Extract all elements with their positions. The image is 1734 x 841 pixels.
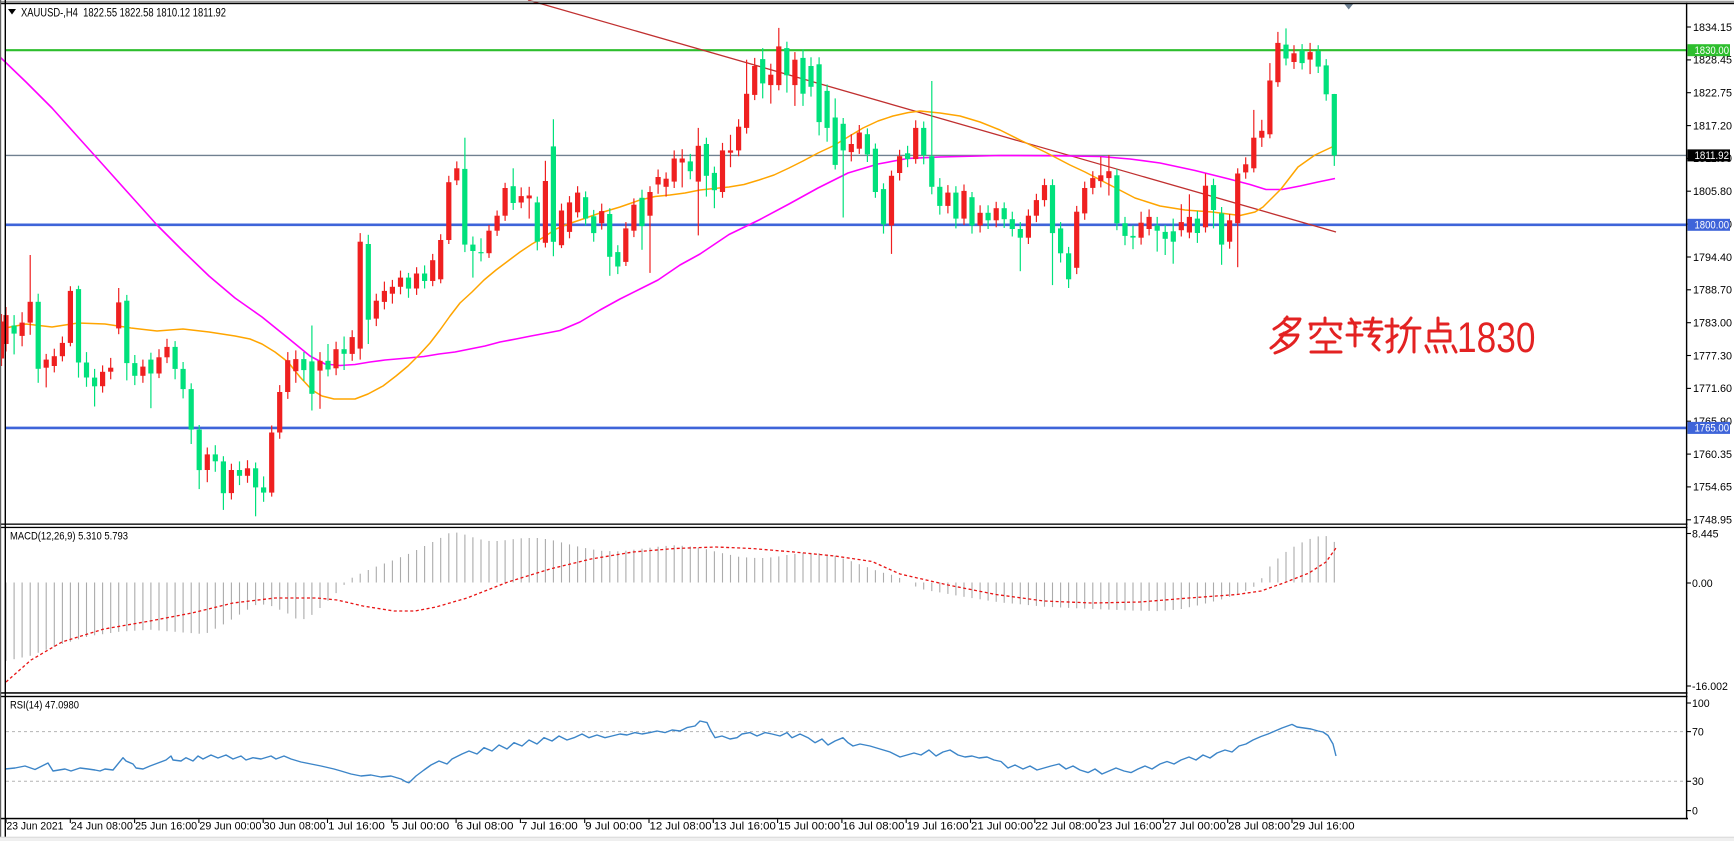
svg-text:1765.00: 1765.00 — [1695, 423, 1730, 435]
svg-text:0: 0 — [1692, 805, 1698, 817]
svg-text:15 Jul 00:00: 15 Jul 00:00 — [778, 821, 840, 833]
svg-text:16 Jul 08:00: 16 Jul 08:00 — [842, 821, 904, 833]
svg-text:1817.20: 1817.20 — [1693, 120, 1732, 132]
svg-text:0.00: 0.00 — [1692, 578, 1713, 590]
svg-text:100: 100 — [1692, 698, 1710, 710]
svg-text:1754.65: 1754.65 — [1693, 482, 1732, 494]
svg-text:21 Jul 00:00: 21 Jul 00:00 — [971, 821, 1033, 833]
svg-text:1830: 1830 — [1457, 314, 1535, 362]
svg-text:1 Jul 16:00: 1 Jul 16:00 — [328, 821, 385, 833]
svg-text:1794.40: 1794.40 — [1693, 252, 1732, 264]
svg-text:12 Jul 08:00: 12 Jul 08:00 — [650, 821, 712, 833]
svg-text:23 Jun 2021: 23 Jun 2021 — [7, 821, 64, 833]
svg-text:1828.45: 1828.45 — [1693, 55, 1732, 67]
svg-text:27 Jul 00:00: 27 Jul 00:00 — [1164, 821, 1226, 833]
svg-text:19 Jul 16:00: 19 Jul 16:00 — [907, 821, 969, 833]
svg-text:1788.70: 1788.70 — [1693, 285, 1732, 297]
svg-text:28 Jul 08:00: 28 Jul 08:00 — [1228, 821, 1290, 833]
svg-text:1811.92: 1811.92 — [1695, 150, 1730, 162]
svg-text:7 Jul 16:00: 7 Jul 16:00 — [521, 821, 578, 833]
svg-text:MACD(12,26,9) 5.310 5.793: MACD(12,26,9) 5.310 5.793 — [10, 531, 128, 543]
svg-text:RSI(14) 47.0980: RSI(14) 47.0980 — [10, 700, 79, 712]
svg-text:9 Jul 00:00: 9 Jul 00:00 — [585, 821, 642, 833]
svg-text:70: 70 — [1692, 726, 1704, 738]
svg-text:22 Jul 08:00: 22 Jul 08:00 — [1035, 821, 1097, 833]
svg-text:1748.95: 1748.95 — [1693, 515, 1732, 527]
svg-text:1777.30: 1777.30 — [1693, 350, 1732, 362]
svg-text:25 Jun 16:00: 25 Jun 16:00 — [135, 821, 197, 833]
svg-text:-16.002: -16.002 — [1692, 681, 1728, 693]
svg-text:30 Jun 08:00: 30 Jun 08:00 — [264, 821, 326, 833]
svg-text:1800.00: 1800.00 — [1695, 220, 1730, 232]
svg-text:1830.00: 1830.00 — [1695, 45, 1730, 57]
svg-text:8.445: 8.445 — [1692, 528, 1719, 540]
svg-text:30: 30 — [1692, 776, 1704, 788]
svg-text:1834.15: 1834.15 — [1693, 22, 1732, 34]
svg-text:1822.75: 1822.75 — [1693, 88, 1732, 100]
svg-text:24 Jun 08:00: 24 Jun 08:00 — [71, 821, 133, 833]
svg-text:1783.00: 1783.00 — [1693, 318, 1732, 330]
svg-text:29 Jun 00:00: 29 Jun 00:00 — [199, 821, 261, 833]
svg-text:6 Jul 08:00: 6 Jul 08:00 — [457, 821, 514, 833]
svg-text:29 Jul 16:00: 29 Jul 16:00 — [1293, 821, 1355, 833]
svg-text:5 Jul 00:00: 5 Jul 00:00 — [392, 821, 449, 833]
svg-text:1760.35: 1760.35 — [1693, 449, 1732, 461]
svg-text:1805.80: 1805.80 — [1693, 186, 1732, 198]
svg-text:13 Jul 16:00: 13 Jul 16:00 — [714, 821, 776, 833]
svg-text:23 Jul 16:00: 23 Jul 16:00 — [1100, 821, 1162, 833]
svg-text:1771.60: 1771.60 — [1693, 383, 1732, 395]
svg-text:XAUUSD-,H4 1822.55 1822.58 18: XAUUSD-,H4 1822.55 1822.58 1810.12 1811.… — [21, 6, 226, 20]
